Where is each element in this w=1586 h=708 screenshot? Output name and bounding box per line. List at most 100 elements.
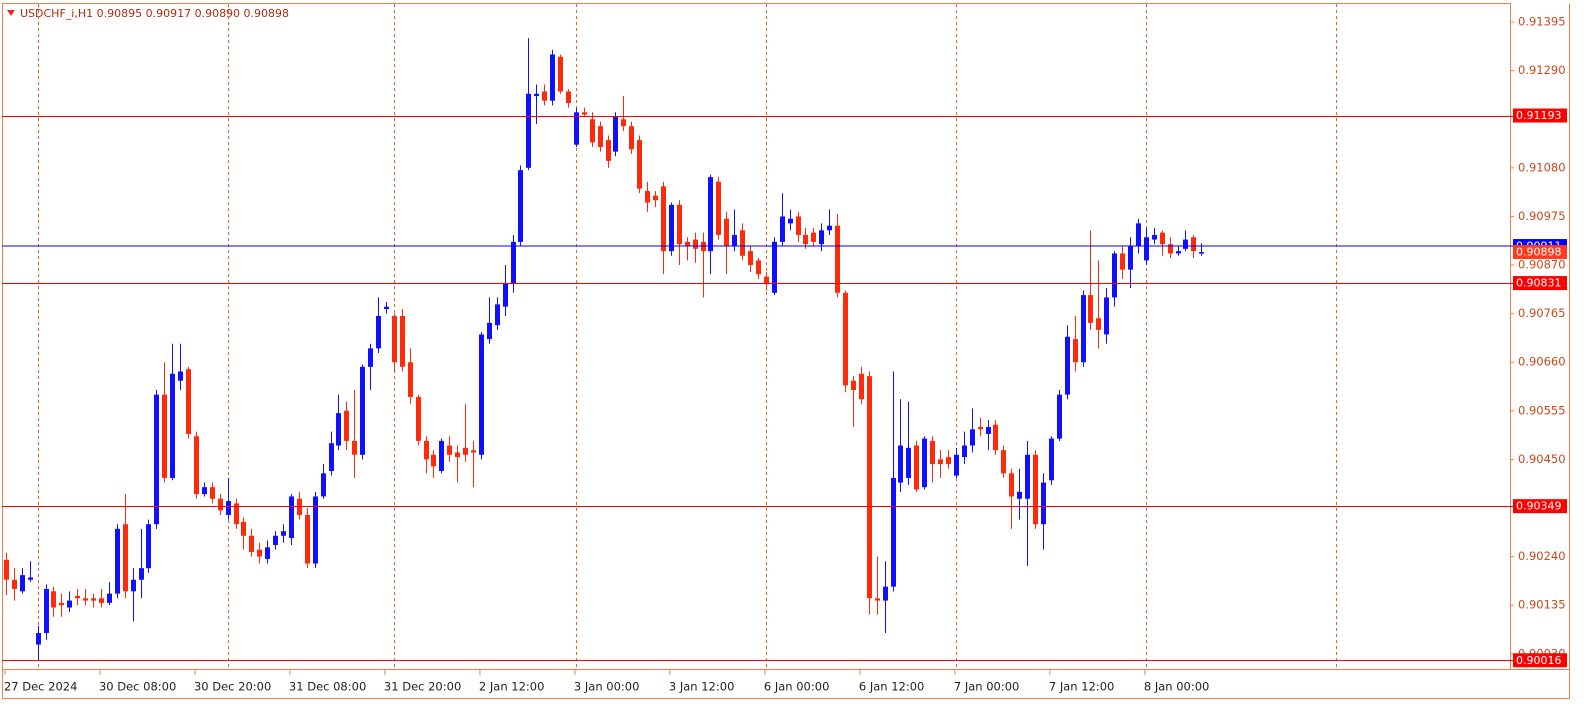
candle-body [764,276,769,284]
candle-body [186,369,191,434]
candle-body [218,498,223,511]
level-label: 0.90831 [1516,277,1562,290]
candle-body [914,445,919,490]
candle-body [732,234,737,247]
y-tick-label: 0.90765 [1518,306,1566,320]
candle-body [1144,237,1149,261]
candle-body [542,91,547,101]
x-tick-label: 6 Jan 12:00 [859,680,925,694]
candle-body [716,181,721,235]
candle-body [241,521,246,536]
y-tick-label: 0.90450 [1518,452,1566,466]
candle-body [194,436,199,495]
candle-body [392,315,397,363]
candle-body [835,225,840,293]
candle-body [637,140,642,189]
price-label: 0.90898 [1516,246,1562,259]
candle-body [772,241,777,293]
candle-body [162,394,167,478]
candle-body [1120,253,1125,270]
candle-body [83,598,88,601]
level-box [1513,499,1567,514]
candle-body [653,195,658,201]
candle-body [249,535,254,552]
level-box [1513,276,1567,291]
candle-body [1041,482,1046,525]
candle-body [123,524,128,592]
candle-body [1191,237,1196,252]
candle-body [360,366,365,455]
level-label: 0.90349 [1516,500,1562,513]
candle-body [44,589,49,633]
candle-body [424,440,429,460]
candle-body [511,241,516,284]
candle-body [724,218,729,247]
candle-body [1073,339,1078,363]
candle-body [613,116,618,152]
candle-body [226,501,231,515]
level-label: 0.91193 [1516,109,1562,122]
y-tick-label: 0.90660 [1518,355,1566,369]
menu-triangle[interactable] [7,10,15,16]
candle-body [851,380,856,390]
candle-body [131,579,136,592]
candle-body [1096,318,1101,330]
candle-body [954,454,959,476]
y-tick-label: 0.91080 [1518,160,1566,174]
level-box [1513,108,1567,123]
candle-body [558,56,563,92]
x-tick-label: 6 Jan 00:00 [764,680,830,694]
candle-body [139,568,144,580]
price-box [1513,245,1567,260]
candle-body [566,91,571,104]
candle-body [970,429,975,446]
candle-body [526,93,531,168]
candle-body [487,322,492,340]
candle-body [1049,438,1054,481]
candle-body [51,591,56,608]
candle-body [898,445,903,483]
candle-body [178,371,183,381]
candle-body [455,452,460,458]
candle-body [843,292,848,386]
candle-body [1065,336,1070,395]
candle-body [431,454,436,467]
candle-body [891,477,896,587]
plot-area [2,4,1566,670]
candle-body [1112,253,1117,298]
candle-body [550,54,555,101]
candle-body [344,410,349,441]
candle-body [930,440,935,465]
candle-body [1152,234,1157,240]
x-tick-label: 30 Dec 20:00 [194,680,271,694]
candle-body [439,440,444,471]
candle-body [645,190,650,203]
candle-body [906,447,911,478]
candle-body [321,473,326,497]
candle-body [28,577,33,580]
candle-body [629,126,634,150]
candle-body [1104,297,1109,335]
candle-body [978,427,983,430]
candle-body [99,598,104,603]
candle-body [621,119,626,127]
candle-body [875,598,880,601]
candle-body [938,459,943,465]
candle-body [661,186,666,252]
candle-body [1168,244,1173,254]
candle-body [708,177,713,252]
candle-body [305,514,310,564]
x-tick-label: 7 Jan 00:00 [954,680,1020,694]
candle-body [1033,454,1038,525]
candle-body [582,112,587,115]
candle-body [693,239,698,249]
x-tick-label: 31 Dec 08:00 [289,680,366,694]
candle-body [384,306,389,309]
candle-body [590,119,595,143]
candle-body [202,487,207,495]
candle-body [811,232,816,242]
candle-body [20,575,25,592]
candle-body [91,598,96,601]
candle-body [479,334,484,455]
candle-body [534,93,539,97]
